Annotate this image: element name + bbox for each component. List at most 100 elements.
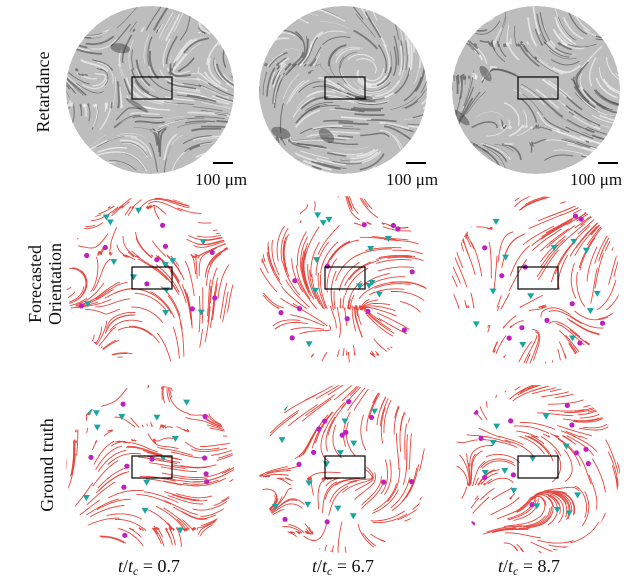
orientation-streamline	[299, 220, 302, 224]
orientation-streamline	[131, 250, 140, 259]
orientation-streamline	[620, 194, 622, 211]
orientation-streamline	[81, 385, 111, 390]
orientation-streamline	[332, 424, 343, 459]
orientation-streamline	[71, 439, 76, 476]
orientation-streamline	[147, 433, 179, 450]
plus-half-defect-marker	[381, 479, 387, 485]
orientation-streamline	[340, 196, 353, 212]
orientation-streamline	[305, 394, 336, 417]
orientation-streamline	[500, 292, 511, 310]
orientation-streamline	[122, 235, 137, 258]
orientation-streamline	[569, 521, 600, 544]
orientation-streamline	[161, 386, 164, 400]
minus-half-defect-marker	[162, 310, 170, 317]
orientation-streamline	[138, 527, 144, 532]
orientation-streamline	[565, 430, 581, 438]
orientation-streamline	[217, 264, 230, 299]
orientation-streamline	[543, 486, 580, 492]
orientation-streamline	[591, 458, 606, 493]
orientation-streamline	[548, 310, 583, 324]
orientation-streamline	[601, 196, 620, 215]
orientation-streamline	[416, 385, 427, 397]
orientation-streamline	[167, 522, 175, 531]
minus-half-defect-marker	[118, 414, 126, 421]
orientation-streamline	[95, 445, 123, 471]
orientation-streamline	[144, 290, 172, 314]
orientation-streamline	[528, 305, 547, 312]
orientation-streamline	[390, 477, 411, 509]
orientation-streamline	[328, 485, 349, 516]
orientation-streamline	[150, 421, 153, 428]
minus-half-defect-marker	[134, 207, 142, 214]
orientation-streamline	[344, 261, 372, 287]
orientation-streamline	[537, 539, 574, 544]
orientation-streamline	[221, 478, 234, 502]
orientation-streamline	[66, 220, 79, 240]
plus-half-defect-marker	[361, 222, 367, 228]
orientation-streamline	[369, 385, 391, 388]
orientation-streamline	[366, 221, 372, 226]
orientation-streamline	[537, 493, 561, 515]
orientation-streamline	[261, 197, 278, 208]
orientation-streamline	[464, 300, 468, 309]
orientation-streamline	[380, 407, 386, 444]
orientation-streamline	[302, 398, 332, 422]
orientation-streamline	[363, 305, 396, 312]
region-of-interest-box	[517, 455, 559, 479]
orientation-streamline	[410, 501, 427, 521]
orientation-streamline	[266, 251, 282, 286]
plus-half-defect-marker	[78, 303, 84, 309]
orientation-streamline	[540, 307, 571, 318]
orientation-streamline	[483, 478, 493, 486]
orientation-streamline	[608, 249, 620, 285]
orientation-streamline	[564, 405, 600, 413]
plus-half-defect-marker	[160, 222, 166, 228]
orientation-streamline	[297, 196, 316, 211]
orientation-streamline	[450, 256, 451, 289]
orientation-streamline	[564, 353, 579, 364]
orientation-streamline	[621, 406, 622, 437]
orientation-streamline	[383, 397, 393, 433]
orientation-streamline	[337, 521, 343, 553]
plus-half-defect-marker	[409, 269, 415, 275]
minus-half-defect-marker	[278, 437, 286, 444]
orientation-streamline	[66, 339, 93, 364]
orientation-streamline	[161, 472, 198, 478]
minus-half-defect-marker	[350, 440, 358, 447]
orientation-streamline	[259, 325, 261, 331]
orientation-streamline	[497, 360, 505, 364]
orientation-streamline	[212, 284, 218, 321]
orientation-streamline	[365, 310, 395, 334]
orientation-streamline	[419, 435, 427, 472]
orientation-streamline	[586, 246, 598, 282]
orientation-streamline	[403, 537, 427, 540]
orientation-streamline	[353, 196, 373, 210]
ground-truth-panel	[450, 383, 622, 555]
orientation-streamline	[75, 282, 105, 306]
orientation-streamline	[181, 284, 192, 320]
orientation-streamline	[77, 233, 109, 249]
orientation-streamline	[171, 494, 208, 502]
orientation-streamline	[369, 276, 406, 285]
orientation-streamline	[619, 354, 620, 357]
orientation-streamline	[350, 196, 369, 208]
column-label-time: t/tc = 6.7	[312, 556, 375, 578]
orientation-streamline	[119, 385, 123, 389]
orientation-streamline	[288, 524, 305, 534]
orientation-streamline	[512, 515, 547, 528]
orientation-streamline	[147, 385, 150, 388]
orientation-streamline	[66, 312, 73, 317]
orientation-streamline	[307, 263, 317, 299]
orientation-streamline	[261, 226, 267, 262]
minus-half-defect-marker	[106, 219, 114, 226]
orientation-streamline	[422, 391, 427, 420]
orientation-streamline	[519, 294, 544, 308]
orientation-streamline	[407, 196, 427, 226]
orientation-streamline	[181, 510, 217, 520]
orientation-streamline	[304, 226, 320, 260]
orientation-streamline	[573, 415, 609, 423]
orientation-streamline	[348, 294, 355, 310]
orientation-streamline	[470, 450, 483, 484]
orientation-streamline	[527, 435, 554, 462]
orientation-streamline	[119, 196, 135, 208]
